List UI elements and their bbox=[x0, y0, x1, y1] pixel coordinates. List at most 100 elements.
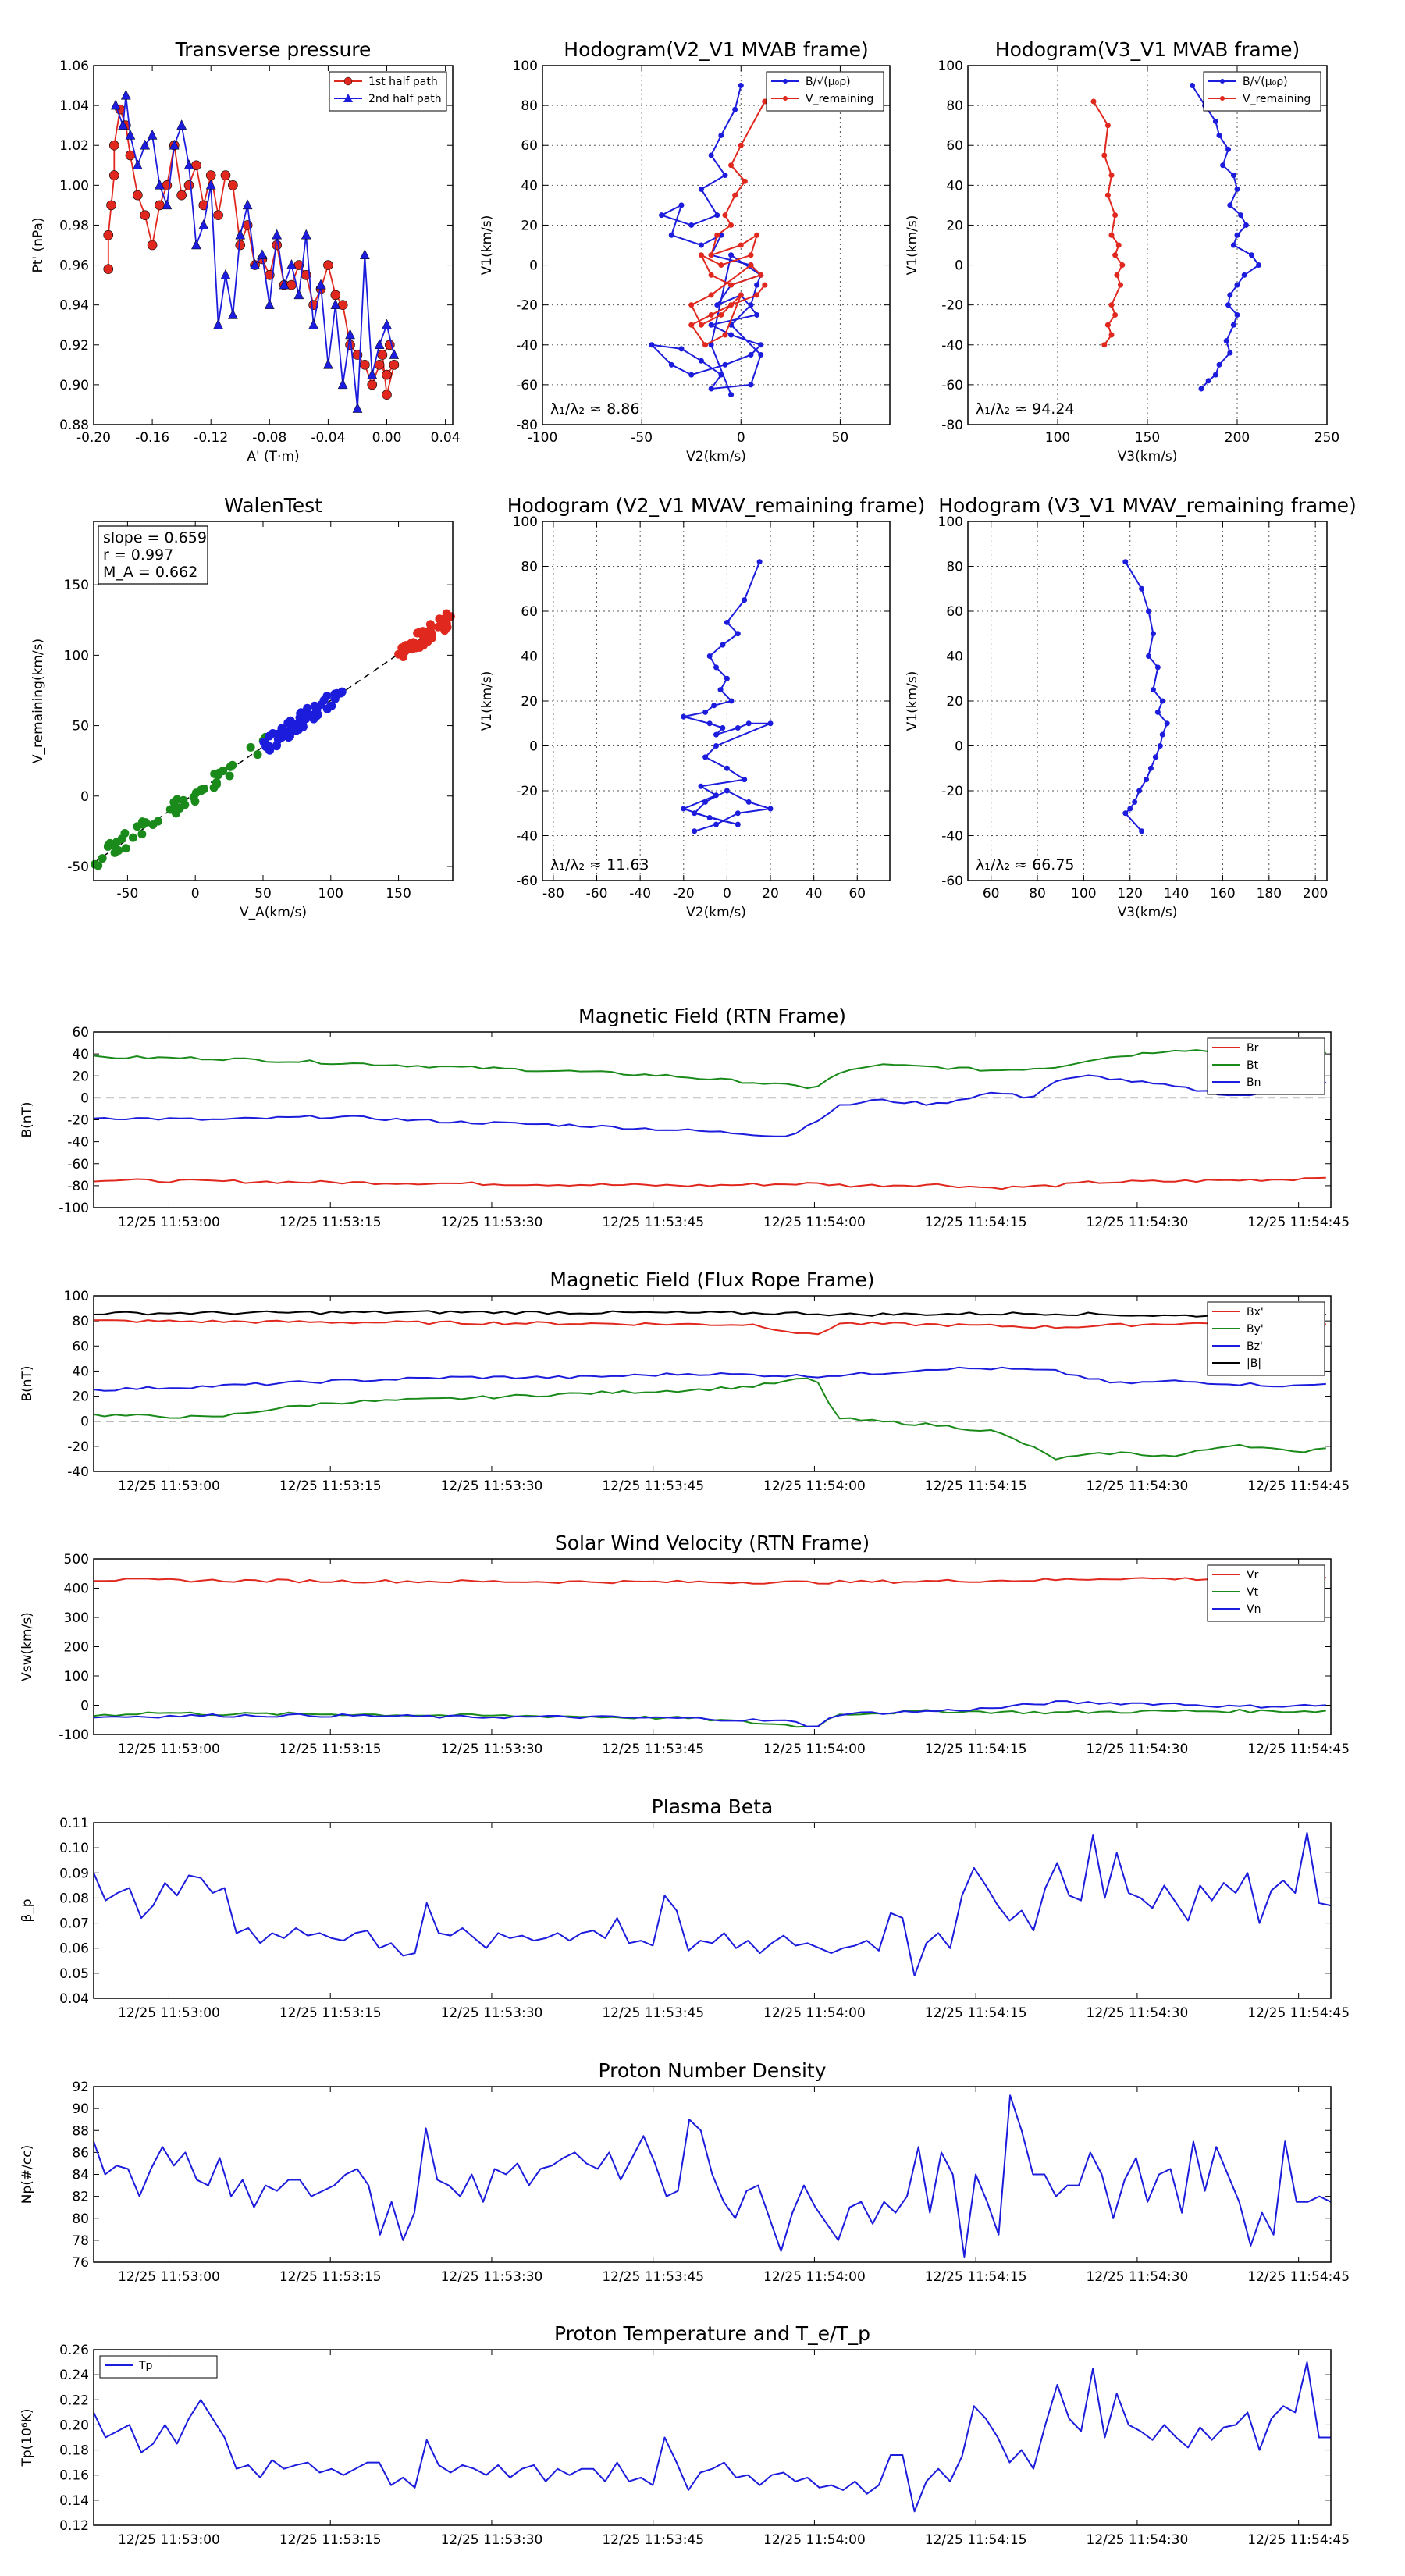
y-tick-label: 0.09 bbox=[59, 1866, 89, 1881]
x-tick-label: 0 bbox=[723, 886, 731, 902]
legend-marker bbox=[783, 79, 788, 84]
y-tick-label: 150 bbox=[64, 578, 89, 593]
x-tick-label: 12/25 11:54:30 bbox=[1087, 1478, 1189, 1494]
data-point bbox=[140, 210, 151, 220]
y-tick-label: 0.08 bbox=[59, 1891, 89, 1906]
x-tick-label: -60 bbox=[586, 886, 608, 902]
x-tick-label: 140 bbox=[1164, 886, 1189, 902]
y-tick-label: 50 bbox=[72, 719, 89, 735]
y-tick-label: 78 bbox=[72, 2233, 89, 2249]
x-tick-label: 12/25 11:54:45 bbox=[1247, 2269, 1350, 2285]
legend-box bbox=[1207, 1037, 1325, 1095]
data-point bbox=[382, 390, 392, 400]
y-tick-label: 20 bbox=[521, 694, 538, 710]
data-point bbox=[118, 119, 128, 130]
chart-walen: -50 0 50 100 150 -50 0 50 100 150 WalenTest V_A(km/… bbox=[30, 494, 455, 920]
data-point bbox=[732, 192, 738, 198]
walen-point bbox=[105, 838, 115, 848]
walen-point bbox=[313, 710, 322, 720]
data-point bbox=[125, 150, 136, 161]
legend-label: B/√(μ₀ρ) bbox=[1243, 76, 1288, 88]
data-point bbox=[748, 252, 754, 258]
y-tick-label: 100 bbox=[938, 59, 963, 74]
x-tick-label: 12/25 11:54:15 bbox=[925, 1478, 1027, 1494]
data-point bbox=[147, 129, 158, 140]
eigen-ratio-label: λ₁/λ₂ ≈ 94.24 bbox=[976, 400, 1075, 418]
data-point bbox=[147, 240, 158, 251]
data-point bbox=[742, 777, 748, 783]
y-tick-label: 100 bbox=[938, 514, 963, 530]
x-tick-label: -40 bbox=[629, 886, 651, 902]
legend-marker bbox=[1220, 96, 1225, 101]
x-tick-label: 20 bbox=[762, 886, 779, 902]
x-tick-label: 12/25 11:54:30 bbox=[1087, 1215, 1189, 1230]
y-tick-label: 60 bbox=[946, 604, 963, 620]
y-tick-label: 0.11 bbox=[59, 1816, 89, 1831]
x-tick-label: 12/25 11:53:00 bbox=[118, 1742, 220, 1757]
data-point bbox=[377, 350, 388, 360]
x-tick-label: 100 bbox=[318, 886, 343, 902]
data-point bbox=[1227, 350, 1233, 356]
data-point bbox=[1216, 132, 1222, 138]
data-point bbox=[698, 783, 704, 789]
data-point bbox=[110, 99, 121, 110]
y-tick-label: 20 bbox=[72, 1069, 89, 1084]
data-point bbox=[718, 132, 724, 138]
y-tick-label: 100 bbox=[64, 648, 89, 664]
data-point bbox=[728, 162, 735, 169]
data-point bbox=[1230, 322, 1236, 328]
data-point bbox=[659, 212, 665, 219]
y-tick-label: 40 bbox=[72, 1364, 89, 1379]
data-point bbox=[718, 262, 724, 269]
y-tick-label: 0.22 bbox=[59, 2393, 89, 2408]
walen-point bbox=[128, 833, 137, 842]
data-point bbox=[698, 242, 704, 248]
y-tick-label: -20 bbox=[67, 1439, 89, 1455]
y-tick-label: 1.06 bbox=[59, 59, 89, 74]
data-point bbox=[1139, 828, 1145, 834]
walen-point bbox=[114, 845, 123, 855]
x-tick-label: 12/25 11:54:45 bbox=[1247, 1215, 1350, 1230]
y-tick-label: -50 bbox=[67, 859, 89, 875]
data-point bbox=[728, 392, 735, 398]
data-point bbox=[735, 631, 741, 637]
plot-frame bbox=[93, 1295, 1332, 1472]
y-tick-label: -40 bbox=[516, 829, 538, 845]
data-point bbox=[264, 299, 275, 309]
data-point bbox=[1145, 653, 1151, 659]
data-point bbox=[713, 731, 719, 738]
x-tick-label: 12/25 11:54:15 bbox=[925, 2005, 1027, 2021]
y-tick-label: 0.20 bbox=[59, 2418, 89, 2433]
y-tick-label: -80 bbox=[516, 418, 538, 433]
data-point bbox=[293, 289, 304, 300]
data-point bbox=[767, 806, 774, 812]
y-tick-label: -100 bbox=[59, 1727, 89, 1743]
y-tick-label: 0.88 bbox=[59, 418, 89, 433]
data-point bbox=[257, 249, 268, 260]
y-tick-label: 60 bbox=[521, 604, 538, 620]
series-np-line bbox=[93, 2094, 1332, 2258]
y-axis-label: V1(km/s) bbox=[905, 671, 920, 731]
walen-point bbox=[197, 785, 206, 795]
data-point bbox=[1234, 311, 1240, 318]
chart-title: Transverse pressure bbox=[175, 38, 372, 61]
chart-title: Hodogram(V3_V1 MVAB frame) bbox=[995, 38, 1300, 61]
data-point bbox=[345, 329, 355, 340]
x-tick-label: 12/25 11:54:00 bbox=[763, 1215, 866, 1230]
x-tick-label: 100 bbox=[1045, 430, 1070, 446]
data-point bbox=[1243, 222, 1249, 228]
fit-line bbox=[93, 616, 454, 863]
walen-point bbox=[137, 830, 147, 839]
x-tick-label: 150 bbox=[1135, 430, 1160, 446]
x-tick-label: 200 bbox=[1303, 886, 1328, 902]
y-axis-label: V1(km/s) bbox=[479, 215, 495, 276]
data-point bbox=[702, 709, 709, 715]
y-tick-label: 100 bbox=[513, 514, 538, 530]
chart-tp: 0.12 0.14 0.16 0.18 0.20 0.22 0.24 0.26 Proton T… bbox=[20, 2322, 1350, 2548]
plot-frame bbox=[93, 2349, 1332, 2526]
legend-label: Bn bbox=[1247, 1076, 1261, 1089]
walen-point bbox=[138, 817, 148, 827]
walen-point bbox=[291, 720, 301, 729]
y-tick-label: 1.02 bbox=[59, 138, 89, 154]
x-tick-label: 50 bbox=[254, 886, 272, 902]
